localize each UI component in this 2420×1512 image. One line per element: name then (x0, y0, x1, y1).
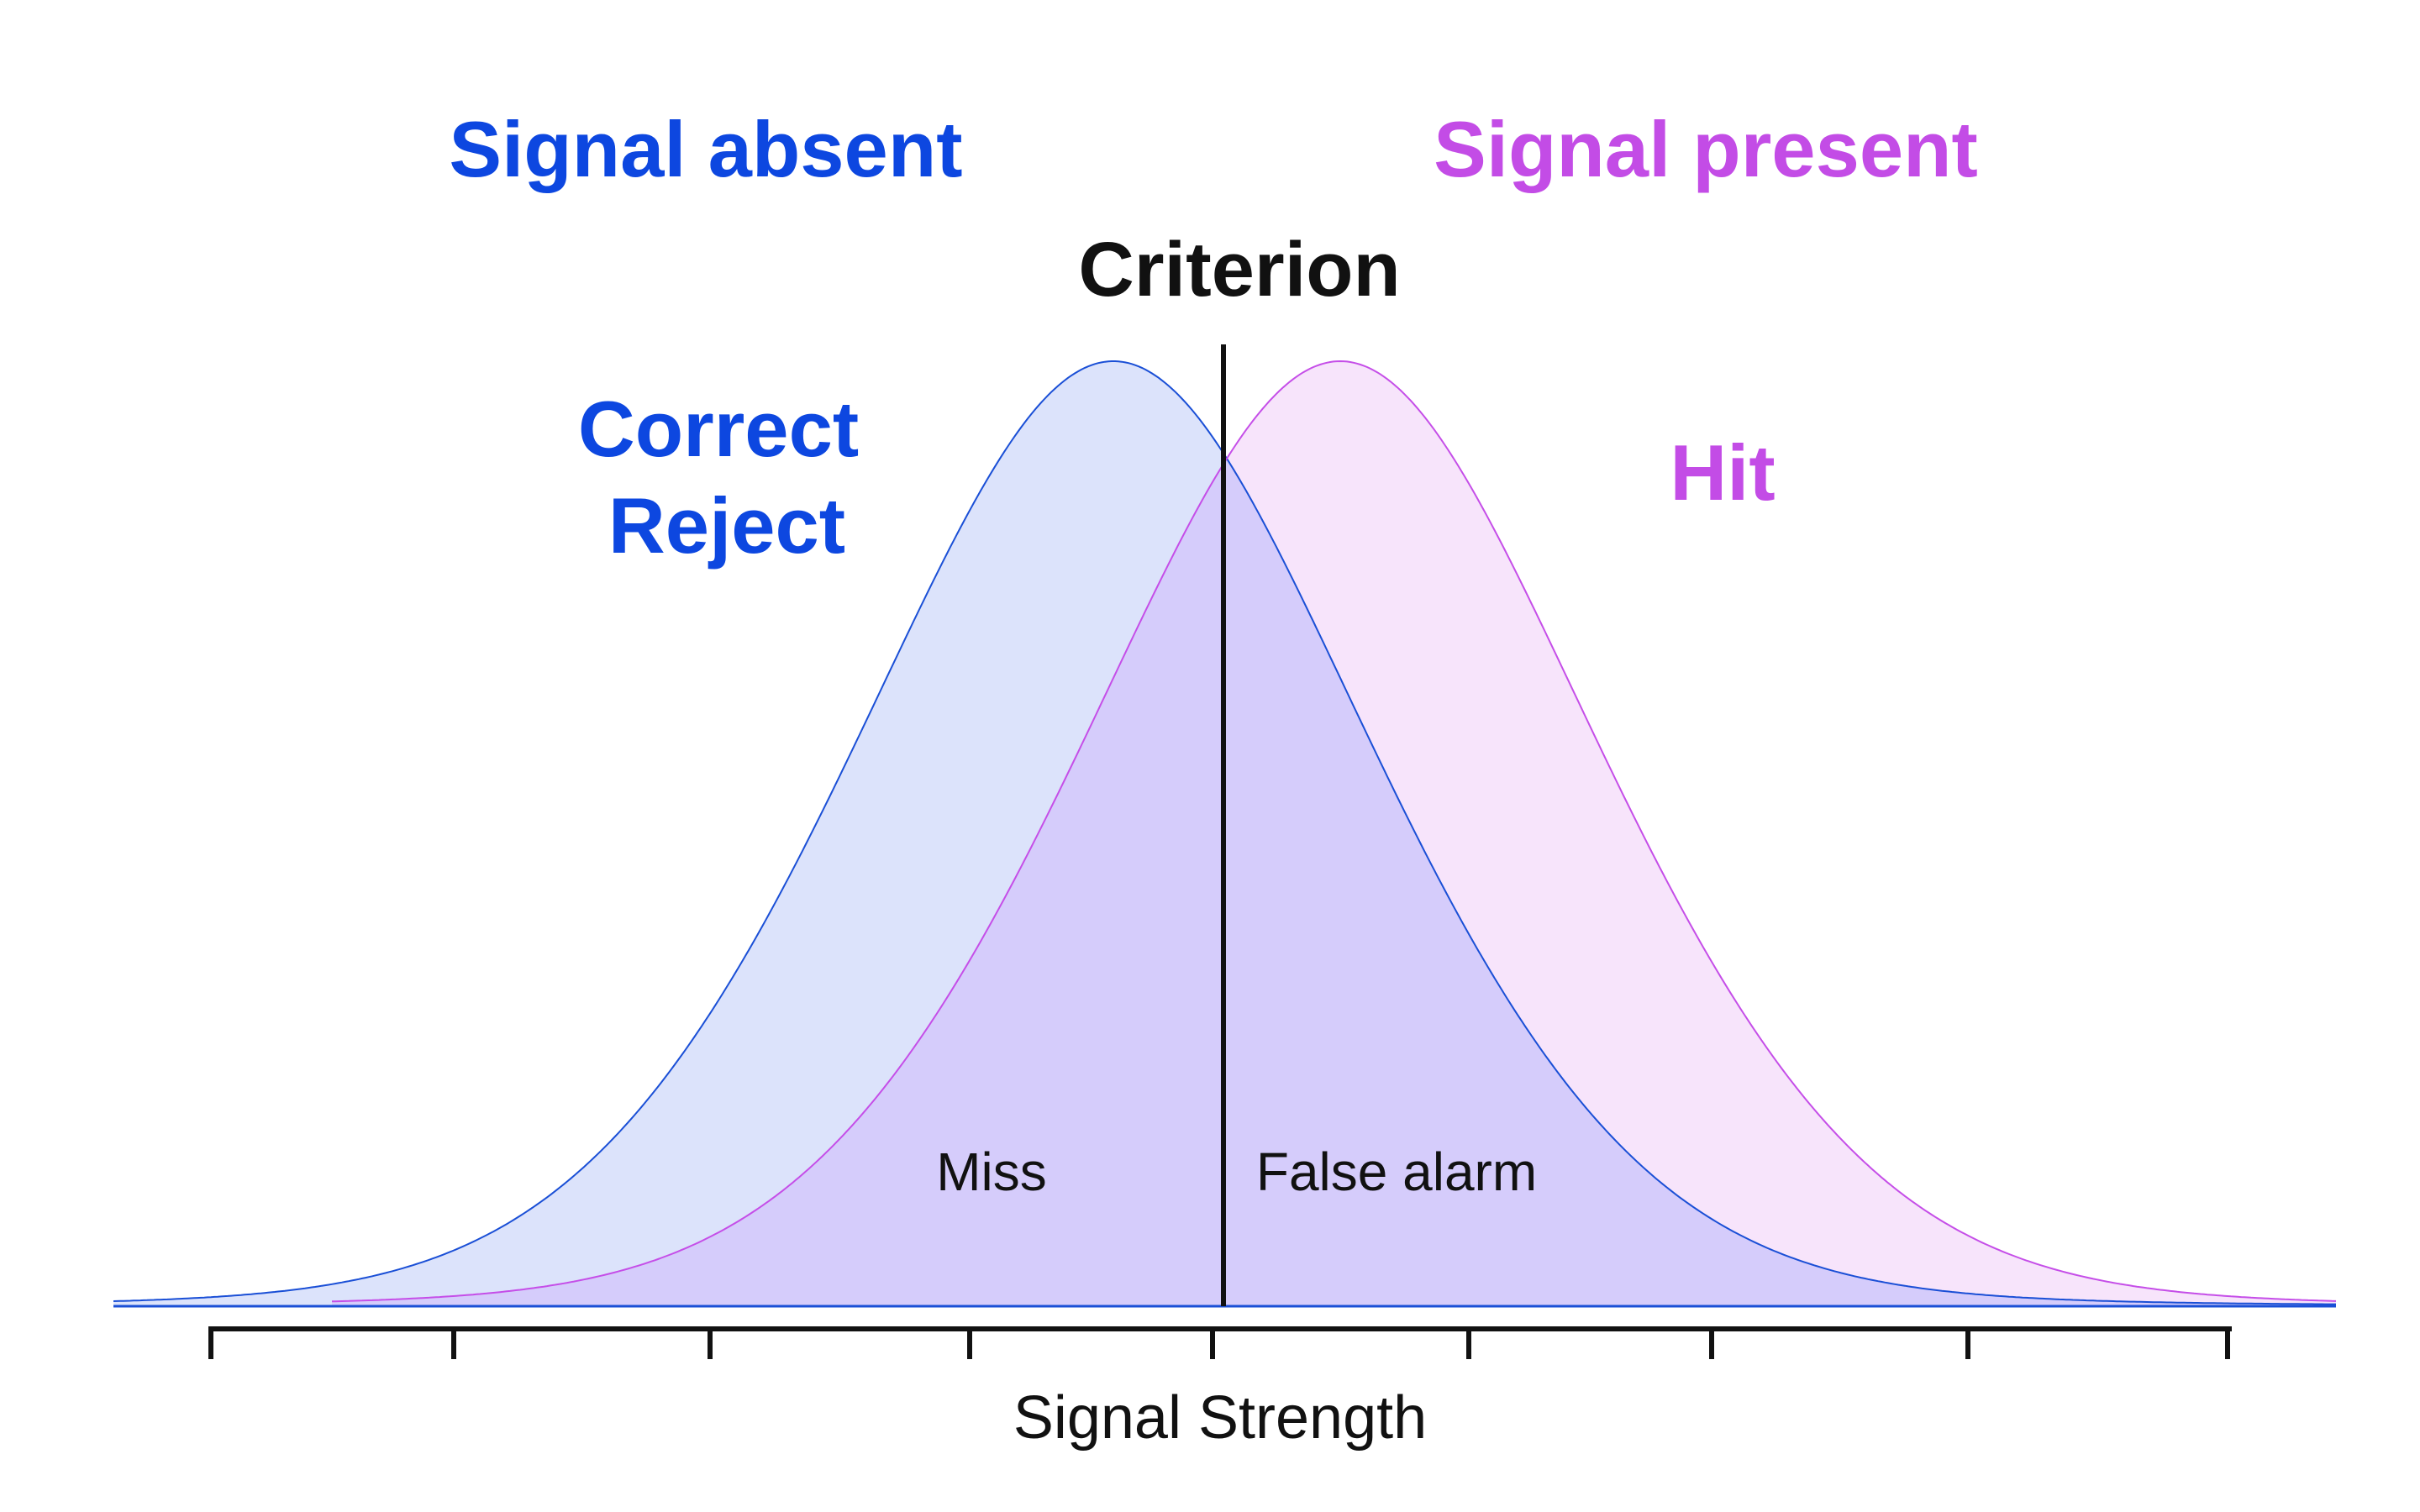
correct-reject-label-line1: Correct (578, 385, 859, 473)
signal-absent-label: Signal absent (449, 105, 962, 193)
correct-reject-label-line2: Reject (608, 481, 845, 570)
overlap-region (332, 459, 2335, 1306)
criterion-label: Criterion (1078, 227, 1400, 312)
x-axis-label: Signal Strength (1013, 1384, 1427, 1452)
signal-present-label: Signal present (1434, 105, 1978, 193)
x-axis-ticks (208, 1326, 2230, 1359)
hit-label: Hit (1670, 428, 1775, 517)
false-alarm-label: False alarm (1256, 1142, 1537, 1202)
miss-label: Miss (936, 1142, 1047, 1202)
x-axis (208, 1326, 2232, 1359)
signal-present-curve (331, 360, 2336, 1303)
